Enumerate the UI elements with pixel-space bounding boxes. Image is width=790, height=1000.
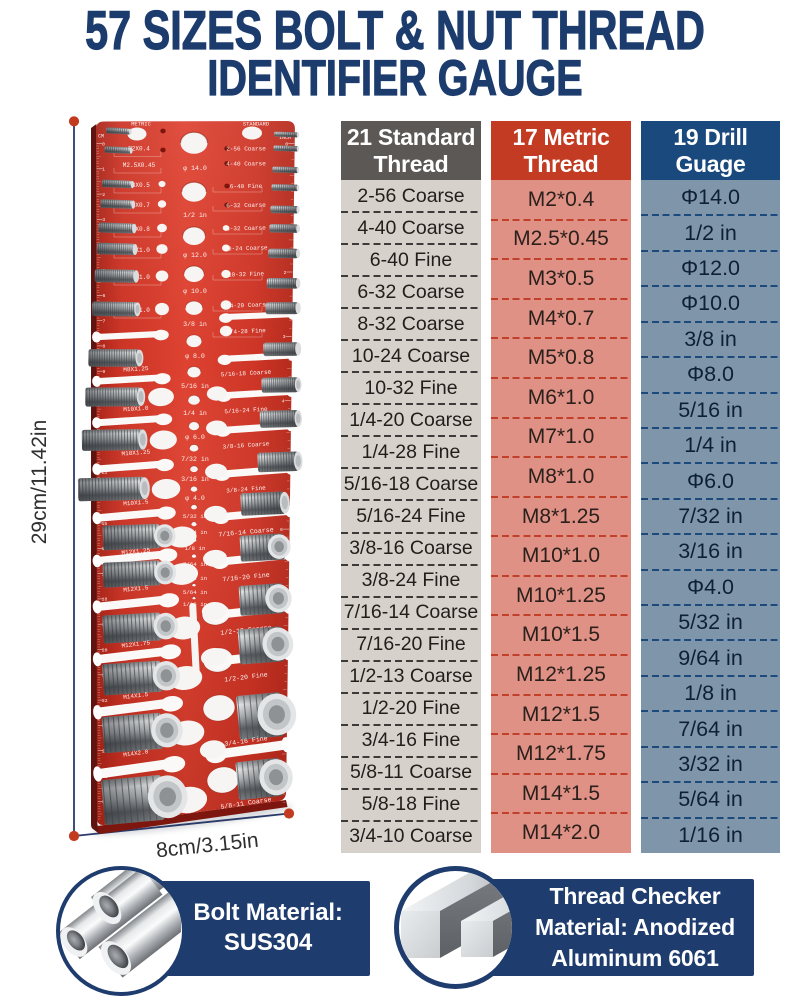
svg-text:3: 3 <box>283 334 286 340</box>
svg-text:20: 20 <box>102 647 108 653</box>
svg-text:STANDARD: STANDARD <box>243 121 270 128</box>
svg-text:8: 8 <box>103 344 106 350</box>
svg-text:5/64 in: 5/64 in <box>183 589 207 596</box>
svg-text:8cm/3.15in: 8cm/3.15in <box>155 829 260 863</box>
svg-text:1: 1 <box>102 167 105 173</box>
svg-text:10-24 Coarse: 10-24 Coarse <box>224 244 268 252</box>
svg-text:1/4 in: 1/4 in <box>183 410 207 417</box>
svg-text:M14X2.0: M14X2.0 <box>123 748 149 758</box>
svg-text:φ 6.0: φ 6.0 <box>185 434 205 441</box>
svg-text:1/4-28 Fine: 1/4-28 Fine <box>226 327 266 336</box>
svg-text:18: 18 <box>102 597 108 603</box>
svg-text:M4X0.7: M4X0.7 <box>128 202 150 209</box>
svg-text:4: 4 <box>282 398 285 404</box>
svg-text:φ 10.0: φ 10.0 <box>183 288 207 295</box>
svg-text:5/16-24 Fine: 5/16-24 Fine <box>224 406 268 416</box>
svg-text:7/64 in: 7/64 in <box>183 561 207 568</box>
svg-text:M7X1.0: M7X1.0 <box>128 274 150 281</box>
svg-text:M12X1.75: M12X1.75 <box>121 639 151 649</box>
svg-text:2: 2 <box>102 192 105 198</box>
svg-text:3/8-24 Fine: 3/8-24 Fine <box>226 484 266 494</box>
svg-text:7/32 in: 7/32 in <box>181 456 209 463</box>
svg-text:M5X0.8: M5X0.8 <box>128 226 150 233</box>
svg-text:3/8-16 Coarse: 3/8-16 Coarse <box>222 440 270 450</box>
svg-text:0: 0 <box>285 141 288 147</box>
svg-text:5/32 in: 5/32 in <box>183 513 207 520</box>
svg-text:M12X1.5: M12X1.5 <box>123 584 149 594</box>
svg-text:5/16-18 Coarse: 5/16-18 Coarse <box>221 369 272 379</box>
svg-text:φ 4.0: φ 4.0 <box>185 495 205 502</box>
svg-text:7/16-20 Fine: 7/16-20 Fine <box>222 572 270 584</box>
svg-text:CM: CM <box>98 134 104 140</box>
svg-text:1/2 in: 1/2 in <box>183 212 207 219</box>
svg-text:INCH: INCH <box>279 135 291 141</box>
svg-text:M2X0.4: M2X0.4 <box>128 146 150 153</box>
svg-text:10-32 Fine: 10-32 Fine <box>228 270 265 278</box>
svg-text:φ 14.0: φ 14.0 <box>183 165 207 172</box>
svg-text:5/16 in: 5/16 in <box>181 383 209 390</box>
svg-text:3/16 in: 3/16 in <box>181 476 209 483</box>
svg-text:M3X0.5: M3X0.5 <box>128 182 150 189</box>
svg-text:7/16-14 Coarse: 7/16-14 Coarse <box>218 526 274 538</box>
svg-text:29cm/11.42in: 29cm/11.42in <box>28 420 51 545</box>
svg-text:3/8 in: 3/8 in <box>183 321 207 328</box>
svg-text:22: 22 <box>102 698 108 704</box>
svg-text:9: 9 <box>103 369 106 375</box>
svg-text:0: 0 <box>102 141 105 147</box>
svg-text:1/4-20 Coarse: 1/4-20 Coarse <box>222 301 269 310</box>
svg-text:6: 6 <box>102 293 105 299</box>
svg-text:M14X1.5: M14X1.5 <box>123 691 149 701</box>
svg-text:METRIC: METRIC <box>131 121 152 128</box>
svg-text:2: 2 <box>284 270 287 276</box>
svg-text:M2.5X0.45: M2.5X0.45 <box>123 162 156 169</box>
svg-text:φ 8.0: φ 8.0 <box>185 353 205 360</box>
svg-text:M12X1.25: M12X1.25 <box>121 547 151 557</box>
svg-text:13: 13 <box>101 470 107 476</box>
svg-text:6-32 Coarse: 6-32 Coarse <box>226 202 266 210</box>
svg-text:1/8 in: 1/8 in <box>185 545 206 552</box>
svg-text:15: 15 <box>102 521 108 527</box>
svg-text:M6X1.0: M6X1.0 <box>128 247 150 254</box>
svg-text:M10X1.0: M10X1.0 <box>123 405 149 414</box>
svg-text:6: 6 <box>280 527 283 533</box>
svg-text:M10X1.5: M10X1.5 <box>123 498 149 507</box>
svg-text:φ 12.0: φ 12.0 <box>183 252 207 259</box>
svg-text:3: 3 <box>102 217 105 223</box>
svg-text:8-32 Coarse: 8-32 Coarse <box>226 225 266 233</box>
svg-text:2-56 Coarse: 2-56 Coarse <box>226 145 266 152</box>
svg-text:4-40 Coarse: 4-40 Coarse <box>226 160 266 167</box>
svg-text:M10X1.25: M10X1.25 <box>121 448 151 457</box>
svg-text:7: 7 <box>102 318 105 324</box>
svg-text:M8X1.25: M8X1.25 <box>123 365 149 373</box>
svg-text:6-40 Fine: 6-40 Fine <box>230 183 263 190</box>
